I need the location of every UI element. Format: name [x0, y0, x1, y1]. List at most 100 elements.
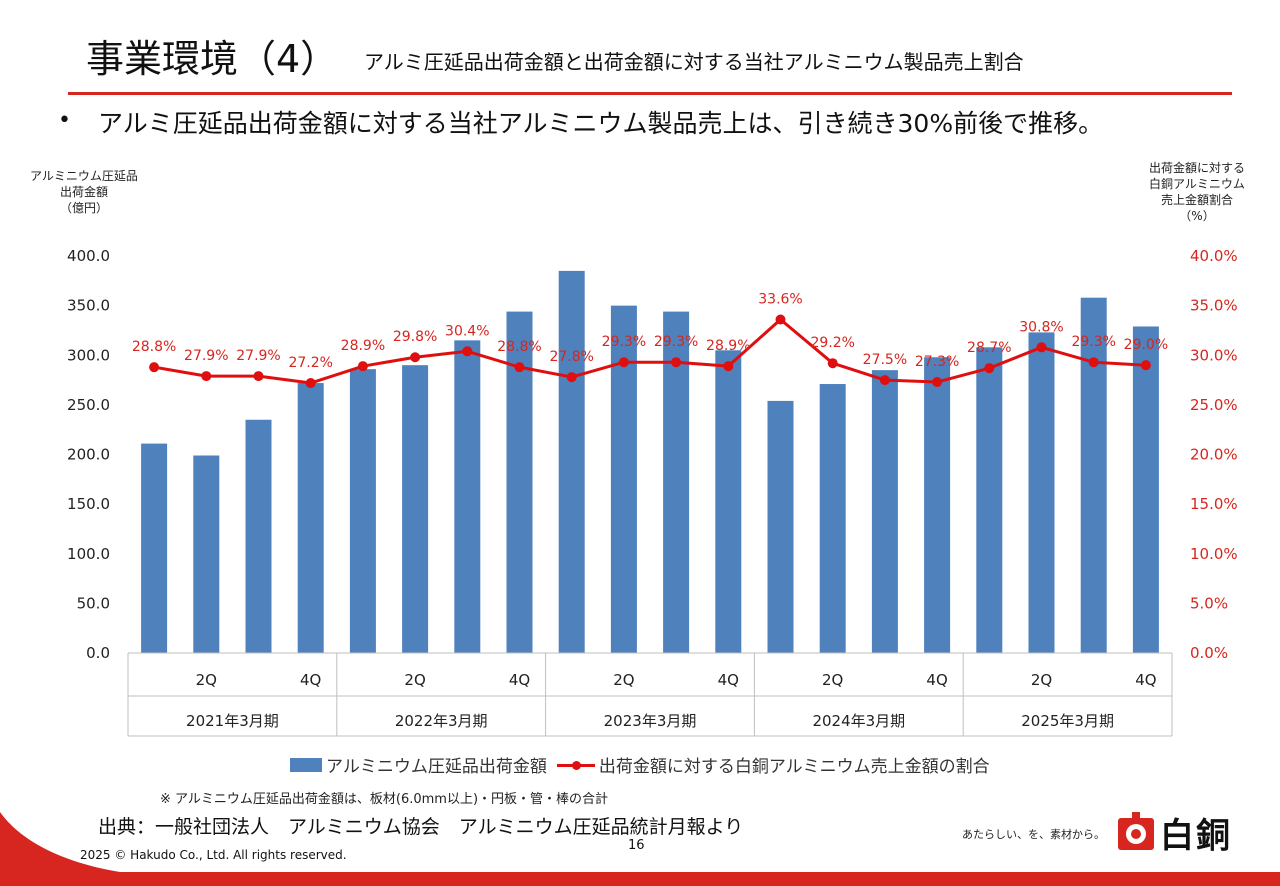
left-axis-title-line: アルミニウム圧延品 — [30, 169, 138, 183]
fiscal-year-label: 2024年3月期 — [812, 712, 905, 730]
legend-bar-label: アルミニウム圧延品出荷金額 — [326, 757, 547, 777]
left-axis-title-line: （億円） — [59, 201, 108, 215]
bar — [141, 443, 168, 653]
left-axis-title: アルミニウム圧延品 出荷金額 （億円） — [14, 168, 154, 216]
left-axis-tick-label: 300.0 — [67, 346, 110, 364]
right-axis-title-line: 出荷金額に対する — [1148, 161, 1245, 175]
bar — [663, 311, 690, 653]
page-number: 16 — [628, 838, 645, 853]
ratio-point — [514, 362, 525, 373]
ratio-point — [357, 361, 368, 372]
bar — [767, 400, 794, 653]
ratio-data-label: 29.3% — [602, 334, 646, 350]
ratio-data-label: 27.3% — [915, 354, 959, 370]
fiscal-year-label: 2025年3月期 — [1021, 712, 1114, 730]
fiscal-year-label: 2023年3月期 — [604, 712, 697, 730]
bar — [976, 347, 1003, 653]
left-axis-tick-label: 350.0 — [67, 297, 110, 315]
ratio-data-label: 27.5% — [863, 352, 907, 368]
ratio-point — [305, 378, 316, 389]
quarter-label: 2Q — [404, 671, 425, 689]
legend-bar-swatch — [290, 757, 322, 772]
ratio-data-label: 29.8% — [393, 329, 437, 345]
left-axis-title-line: 出荷金額 — [59, 185, 108, 199]
ratio-data-label: 28.7% — [967, 340, 1011, 356]
quarter-label: 4Q — [926, 671, 947, 689]
bar — [1028, 332, 1055, 653]
right-axis-tick-label: 10.0% — [1190, 545, 1238, 563]
fiscal-year-label: 2021年3月期 — [186, 712, 279, 730]
ratio-point — [1088, 357, 1099, 368]
ratio-data-label: 27.2% — [288, 355, 332, 371]
quarter-label: 4Q — [300, 671, 321, 689]
title-divider — [68, 92, 1232, 95]
ratio-point — [253, 371, 264, 382]
right-axis-tick-label: 40.0% — [1190, 247, 1238, 265]
ratio-point — [879, 375, 890, 386]
right-axis-title-line: 売上金額割合 — [1160, 193, 1233, 207]
left-axis-tick-label: 100.0 — [67, 545, 110, 563]
bar — [819, 384, 846, 653]
bullet-text: アルミ圧延品出荷金額に対する当社アルミニウム製品売上は、引き続き30%前後で推移… — [98, 109, 1104, 138]
ratio-point — [932, 377, 943, 388]
bar — [558, 270, 585, 653]
ratio-data-label: 33.6% — [758, 292, 802, 308]
left-axis-tick-label: 150.0 — [67, 495, 110, 513]
legend-line-swatch — [556, 758, 595, 772]
quarter-label: 2Q — [196, 671, 217, 689]
quarter-label: 4Q — [718, 671, 739, 689]
ratio-data-label: 29.2% — [810, 335, 854, 351]
ratio-point — [827, 358, 838, 369]
right-axis-tick-label: 30.0% — [1190, 346, 1238, 364]
bar — [1080, 297, 1107, 653]
ratio-point — [984, 363, 995, 374]
bar — [454, 340, 481, 653]
right-axis-tick-label: 25.0% — [1190, 396, 1238, 414]
ratio-data-label: 27.9% — [236, 348, 280, 364]
bar — [402, 365, 429, 653]
left-axis-tick-label: 50.0 — [77, 594, 110, 612]
bar — [871, 370, 898, 653]
ratio-point — [149, 362, 160, 373]
right-axis-title: 出荷金額に対する 白銅アルミニウム 売上金額割合 （%） — [1122, 160, 1272, 224]
ratio-data-label: 27.9% — [184, 348, 228, 364]
bullet-marker: • — [58, 108, 71, 133]
quarter-label: 4Q — [1135, 671, 1156, 689]
quarter-label: 2Q — [613, 671, 634, 689]
page-subtitle: アルミ圧延品出荷金額と出荷金額に対する当社アルミニウム製品売上割合 — [364, 50, 1024, 74]
ratio-data-label: 29.0% — [1124, 337, 1168, 353]
right-axis-tick-label: 20.0% — [1190, 446, 1238, 464]
bar — [924, 357, 951, 653]
ratio-data-label: 28.8% — [132, 339, 176, 355]
left-axis-tick-label: 250.0 — [67, 396, 110, 414]
left-axis-tick-label: 0.0 — [86, 644, 110, 662]
ratio-point — [671, 357, 682, 368]
copyright: 2025 © Hakudo Co., Ltd. All rights reser… — [80, 848, 347, 862]
ratio-point — [410, 352, 421, 363]
legend-line-label: 出荷金額に対する白銅アルミニウム売上金額の割合 — [598, 757, 990, 777]
right-axis-tick-label: 0.0% — [1190, 644, 1228, 662]
quarter-label: 2Q — [1031, 671, 1052, 689]
ratio-data-label: 30.8% — [1019, 319, 1063, 335]
ratio-line — [153, 318, 1146, 385]
brand-name: 白銅 — [1160, 816, 1232, 856]
ratio-data-label: 29.3% — [654, 334, 698, 350]
bar — [297, 383, 324, 653]
hakudo-logo-icon — [1118, 812, 1154, 850]
ratio-point — [775, 314, 786, 325]
ratio-data-label: 29.3% — [1071, 334, 1115, 350]
bar — [349, 369, 376, 653]
bar — [715, 350, 742, 653]
ratio-point — [201, 371, 212, 382]
quarter-label: 2Q — [822, 671, 843, 689]
chart-legend: アルミニウム圧延品出荷金額 出荷金額に対する白銅アルミニウム売上金額の割合 — [290, 752, 990, 777]
ratio-data-label: 28.9% — [706, 338, 750, 354]
ratio-point — [618, 357, 629, 368]
bar — [193, 455, 220, 653]
ratio-point — [462, 346, 473, 357]
right-axis-tick-label: 35.0% — [1190, 297, 1238, 315]
source-citation: 出典：一般社団法人 アルミニウム協会 アルミニウム圧延品統計月報より — [98, 816, 744, 838]
ratio-data-label: 28.9% — [341, 338, 385, 354]
right-axis-tick-label: 15.0% — [1190, 495, 1238, 513]
